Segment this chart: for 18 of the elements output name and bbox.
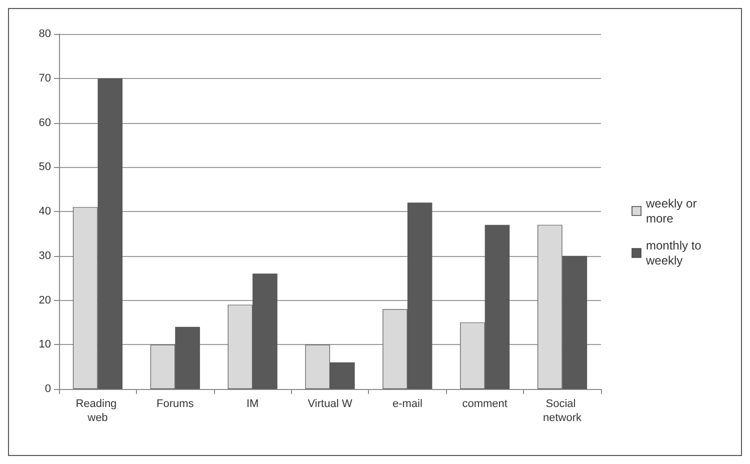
y-tick-label: 30 bbox=[38, 250, 51, 262]
y-tick-label: 0 bbox=[44, 383, 51, 395]
x-tick-label: Forums bbox=[156, 398, 194, 410]
legend-label: weekly or more bbox=[645, 196, 700, 226]
x-tick-label: comment bbox=[462, 398, 508, 410]
x-tick-label: Social network bbox=[543, 398, 582, 424]
x-tick-label: Reading web bbox=[76, 398, 120, 424]
y-tick-label: 70 bbox=[38, 72, 51, 84]
legend-label: monthly to weekly bbox=[645, 238, 705, 268]
y-tick-label: 50 bbox=[38, 161, 51, 174]
y-tick-label: 20 bbox=[38, 294, 51, 306]
y-tick-label: 40 bbox=[38, 206, 51, 218]
x-tick-label: e-mail bbox=[392, 398, 422, 410]
y-tick-label: 80 bbox=[38, 28, 51, 40]
x-tick-label: Virtual W bbox=[308, 398, 353, 410]
y-tick-label: 60 bbox=[38, 116, 51, 129]
y-tick-label: 10 bbox=[38, 338, 51, 351]
x-tick-label: IM bbox=[246, 398, 259, 410]
